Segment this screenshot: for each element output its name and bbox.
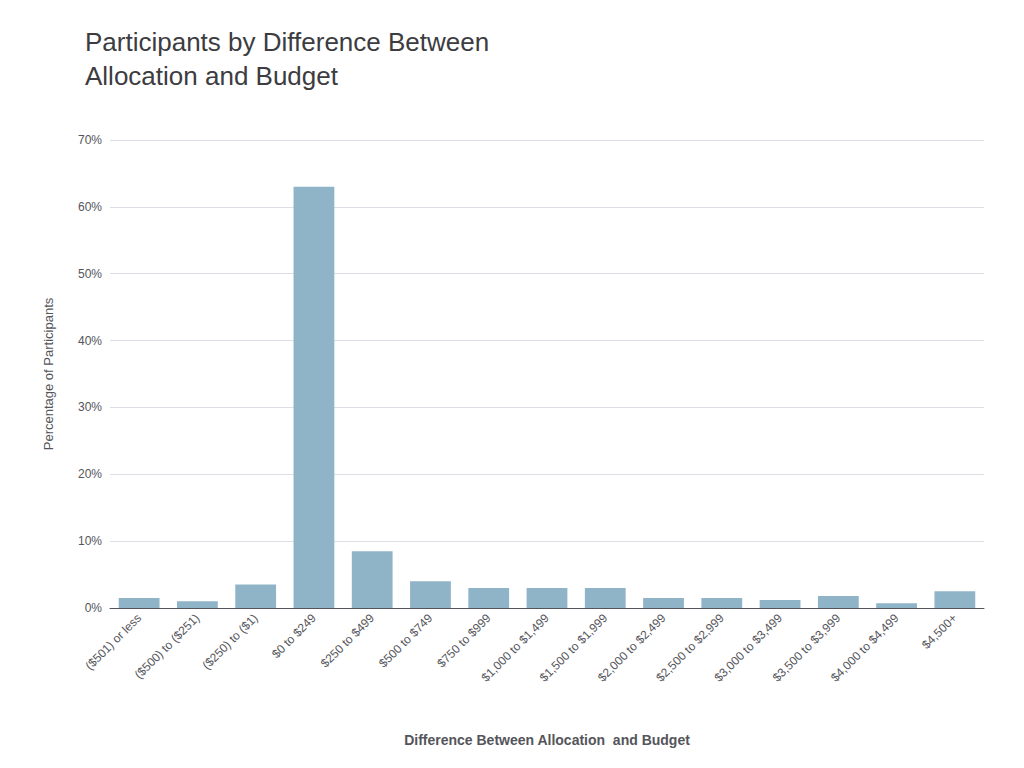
svg-text:$2,000 to $2,499: $2,000 to $2,499 <box>595 611 669 685</box>
svg-text:10%: 10% <box>78 534 102 548</box>
svg-text:0%: 0% <box>85 601 103 615</box>
svg-text:$1,000 to $1,499: $1,000 to $1,499 <box>478 611 552 685</box>
svg-text:$500 to $749: $500 to $749 <box>376 611 436 671</box>
svg-text:Participants by Difference Bet: Participants by Difference Between <box>85 27 489 57</box>
svg-text:$4,000 to $4,499: $4,000 to $4,499 <box>828 611 902 685</box>
svg-text:$3,500 to $3,999: $3,500 to $3,999 <box>769 611 844 685</box>
svg-text:$750 to $999: $750 to $999 <box>434 611 494 671</box>
svg-text:($250) to ($1): ($250) to ($1) <box>199 611 260 672</box>
svg-text:Allocation and Budget: Allocation and Budget <box>85 61 339 91</box>
svg-text:40%: 40% <box>78 334 102 348</box>
svg-text:$0 to $249: $0 to $249 <box>269 611 319 661</box>
svg-text:30%: 30% <box>78 400 102 414</box>
svg-text:Percentage of Participants: Percentage of Participants <box>41 297 56 450</box>
svg-text:20%: 20% <box>78 467 102 481</box>
svg-text:($501) or less: ($501) or less <box>82 611 144 673</box>
svg-text:50%: 50% <box>78 267 102 281</box>
svg-text:$4,500+: $4,500+ <box>919 611 960 652</box>
svg-text:60%: 60% <box>78 200 102 214</box>
svg-text:Difference Between Allocation: Difference Between Allocation and Budget <box>404 732 690 748</box>
svg-text:$250 to $499: $250 to $499 <box>318 611 378 671</box>
svg-text:$3,000 to $3,499: $3,000 to $3,499 <box>711 611 785 685</box>
svg-text:70%: 70% <box>78 133 102 147</box>
svg-text:$2,500 to $2,999: $2,500 to $2,999 <box>653 611 727 685</box>
svg-text:($500) to ($251): ($500) to ($251) <box>132 611 203 682</box>
svg-text:$1,500 to $1,999: $1,500 to $1,999 <box>536 611 611 685</box>
